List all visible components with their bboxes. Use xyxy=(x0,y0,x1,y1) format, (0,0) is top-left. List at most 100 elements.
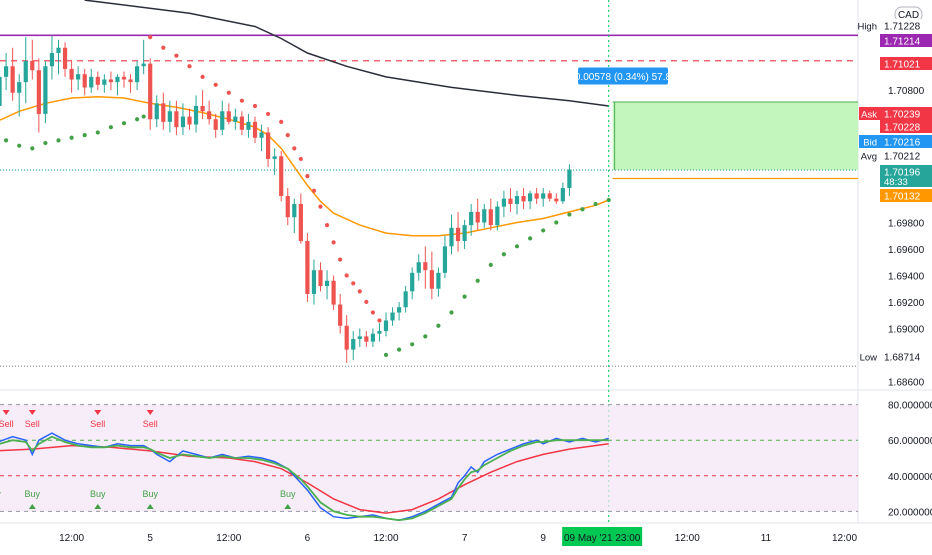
candle-body xyxy=(108,79,113,83)
buy-marker-label: Buy xyxy=(280,489,296,499)
psar-dot xyxy=(298,156,303,162)
buy-marker-label: Buy xyxy=(25,489,41,499)
candle-body xyxy=(161,103,166,122)
buy-marker-label: Buy xyxy=(0,489,1,499)
psar-dot xyxy=(580,207,585,212)
sell-marker-icon xyxy=(28,410,36,415)
price-tick-label: 1.68600 xyxy=(888,377,925,388)
psar-dot xyxy=(43,140,48,146)
psar-dot xyxy=(410,342,415,347)
candle-body xyxy=(410,272,415,292)
psar-dot xyxy=(4,138,9,143)
psar-dot xyxy=(305,174,310,179)
psar-dot xyxy=(69,135,74,140)
candle-body xyxy=(455,227,461,242)
psar-dot xyxy=(252,103,258,109)
candle-body xyxy=(364,336,369,342)
time-tick-label: 12:00 xyxy=(59,533,84,544)
axis-price-tag: High xyxy=(857,22,877,33)
axis-price-label: 1.70228 xyxy=(884,123,921,134)
axis-price-countdown: 48:33 xyxy=(884,177,908,188)
psar-dot xyxy=(135,117,140,122)
axis-price-label-box xyxy=(880,350,932,363)
time-tick-label: 12:00 xyxy=(373,533,398,544)
psar-dot xyxy=(279,119,284,124)
psar-dot xyxy=(187,64,192,69)
price-tick-label: 1.69800 xyxy=(888,218,925,229)
axis-price-label: 1.70132 xyxy=(884,192,921,203)
candle-body xyxy=(226,111,231,122)
axis-price-label-box xyxy=(880,135,932,148)
candle-body xyxy=(488,209,493,226)
candle-body xyxy=(141,63,146,67)
candle-body xyxy=(252,121,258,138)
candle-body xyxy=(442,246,448,273)
candle-body xyxy=(298,203,303,242)
candle-body xyxy=(17,82,22,93)
sell-marker-label: Sell xyxy=(90,419,105,429)
candle-body xyxy=(285,196,290,218)
axis-price-tag-box xyxy=(859,149,880,162)
psar-dot xyxy=(344,273,349,278)
candle-body xyxy=(318,270,323,287)
axis-price-tag-box xyxy=(859,19,880,32)
candle-body xyxy=(292,203,297,218)
sell-marker-label: Sell xyxy=(143,419,158,429)
candle-body xyxy=(4,66,9,77)
psar-dot xyxy=(338,257,343,262)
psar-dot xyxy=(364,299,369,305)
buy-marker-label: Buy xyxy=(142,489,158,499)
candle-body xyxy=(128,79,133,83)
buy-marker-icon xyxy=(146,504,154,509)
candle-body xyxy=(324,280,330,287)
candle-body xyxy=(501,198,506,207)
candle-body xyxy=(102,79,107,85)
psar-dot xyxy=(357,289,362,294)
psar-dot xyxy=(423,334,428,339)
psar-dot xyxy=(285,133,290,138)
long-moving-average xyxy=(84,0,609,107)
buy-marker-icon xyxy=(284,504,292,509)
axis-price-label: 1.68714 xyxy=(884,353,921,364)
buy-marker-label: Buy xyxy=(90,489,106,499)
candle-body xyxy=(514,196,520,204)
sell-marker-icon xyxy=(146,410,154,415)
candle-body xyxy=(49,53,55,67)
candle-body xyxy=(82,74,87,88)
candle-body xyxy=(148,63,153,120)
axis-price-tag: Ask xyxy=(861,110,877,121)
psar-dot xyxy=(95,130,100,135)
axis-price-tag: Low xyxy=(860,353,878,364)
ema-line xyxy=(0,95,609,237)
psar-dot xyxy=(514,244,520,249)
candle-body xyxy=(233,116,238,122)
candle-body xyxy=(469,211,474,226)
candle-body xyxy=(266,132,271,159)
candle-body xyxy=(121,76,127,80)
psar-dot xyxy=(148,35,153,40)
candle-body xyxy=(10,66,15,93)
candle-body xyxy=(429,270,434,289)
candle-body xyxy=(541,193,546,199)
candle-body xyxy=(403,291,408,308)
axis-price-label-box xyxy=(880,189,932,202)
psar-dot xyxy=(141,114,146,119)
psar-dot xyxy=(174,53,179,58)
candle-body xyxy=(220,111,225,130)
psar-dot xyxy=(606,197,611,203)
axis-price-label: 1.70216 xyxy=(884,138,921,149)
candle-body xyxy=(56,47,61,54)
psar-dot xyxy=(554,220,559,225)
candle-body xyxy=(475,211,480,223)
candle-body xyxy=(377,331,382,334)
axis-price-label-box xyxy=(880,107,932,120)
buy-marker-icon xyxy=(28,504,36,509)
candle-body xyxy=(311,270,317,294)
axis-price-label: 1.70196 xyxy=(884,168,921,179)
candle-body xyxy=(436,272,441,289)
axis-price-label-box xyxy=(880,57,932,70)
measure-label: 0.00578 (0.34%) 57.8 xyxy=(575,72,672,83)
psar-dot xyxy=(377,318,382,323)
